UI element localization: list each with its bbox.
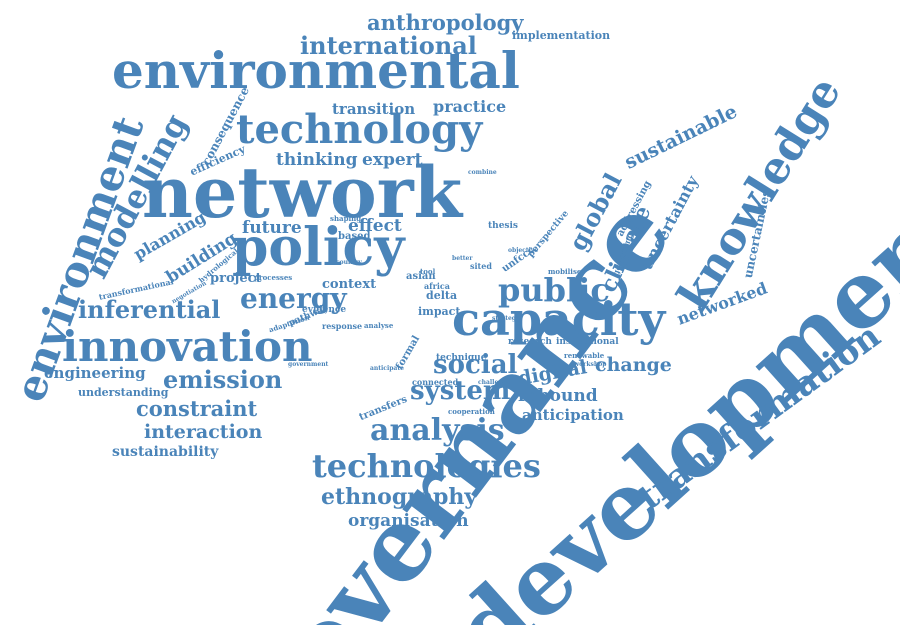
word-public: public bbox=[498, 271, 610, 309]
word-shaping: shaping bbox=[330, 214, 362, 223]
word-thinking: thinking bbox=[276, 150, 358, 170]
word-policy: policy bbox=[232, 217, 405, 278]
word-analysis: analysis bbox=[370, 413, 505, 448]
word-thesis: thesis bbox=[488, 221, 518, 231]
word-social: social bbox=[433, 350, 518, 380]
word-implementation: implementation bbox=[512, 29, 611, 42]
word-innovation: innovation bbox=[62, 322, 313, 371]
word-based: based bbox=[338, 231, 371, 242]
word-inferential: inferential bbox=[78, 295, 221, 324]
word-network: network bbox=[142, 151, 463, 234]
word-better: better bbox=[452, 255, 473, 262]
word-combine: combine bbox=[468, 169, 497, 176]
word-anticipation: anticipation bbox=[522, 406, 624, 424]
word-technology: technology bbox=[236, 106, 483, 153]
word-tool: tool bbox=[420, 267, 436, 276]
word-sustainable: sustainable bbox=[621, 100, 741, 174]
word-objective: objective bbox=[508, 247, 539, 254]
word-transition: transition bbox=[332, 100, 416, 118]
word-analyse: analyse bbox=[364, 321, 394, 330]
word-change: change bbox=[595, 354, 672, 376]
word-understanding: understanding bbox=[78, 386, 169, 399]
word-interaction: interaction bbox=[144, 421, 263, 443]
word-sited: sited bbox=[470, 261, 492, 271]
word-mobilise: mobilise bbox=[548, 267, 582, 276]
word-strategic: strategic bbox=[492, 315, 522, 322]
word-anthropology: anthropology bbox=[367, 10, 524, 35]
word-connected: connected bbox=[412, 377, 459, 387]
word-international: international bbox=[300, 31, 477, 60]
word-sustainability: sustainability bbox=[112, 444, 219, 460]
word-research: research bbox=[508, 337, 552, 347]
word-impact: impact bbox=[418, 305, 461, 318]
word-response: response bbox=[322, 321, 363, 331]
word-processes: processes bbox=[254, 273, 293, 282]
word-institutional: institutional bbox=[556, 337, 619, 347]
word-constraint: constraint bbox=[136, 396, 258, 421]
word-emission: emission bbox=[163, 365, 283, 394]
word-government: government bbox=[288, 361, 329, 368]
word-project: project bbox=[210, 271, 262, 286]
word-country: country bbox=[336, 259, 362, 266]
word-rebound: rebound bbox=[518, 386, 598, 406]
word-formal: formal bbox=[394, 333, 423, 372]
word-system: system bbox=[410, 376, 511, 406]
word-cooperation: cooperation bbox=[448, 407, 495, 416]
word-workshop: workshop bbox=[574, 361, 607, 368]
word-technologies: technologies bbox=[312, 447, 541, 485]
word-ethnography: ethnography bbox=[321, 484, 478, 510]
word-energy: energy bbox=[240, 282, 347, 315]
word-organisation: organisation bbox=[348, 511, 469, 531]
word-effect: effect bbox=[348, 216, 402, 236]
word-africa: africa bbox=[424, 281, 450, 291]
word-anticipate: anticipate bbox=[370, 365, 404, 372]
word-evidence: evidence bbox=[302, 305, 347, 315]
word-capacity: capacity bbox=[452, 292, 666, 346]
word-technique: technique bbox=[436, 353, 487, 363]
word-renewable: renewable bbox=[564, 351, 605, 360]
word-future: future bbox=[242, 218, 302, 238]
word-delta: delta bbox=[426, 289, 458, 302]
word-environmental: environmental bbox=[112, 41, 520, 100]
word-challenge: challenge bbox=[478, 379, 511, 386]
word-expert: expert bbox=[362, 150, 423, 170]
word-context: context bbox=[322, 277, 377, 292]
word-practice: practice bbox=[433, 97, 507, 116]
word-engineering: engineering bbox=[44, 364, 146, 382]
word-asian: asian bbox=[406, 271, 436, 282]
